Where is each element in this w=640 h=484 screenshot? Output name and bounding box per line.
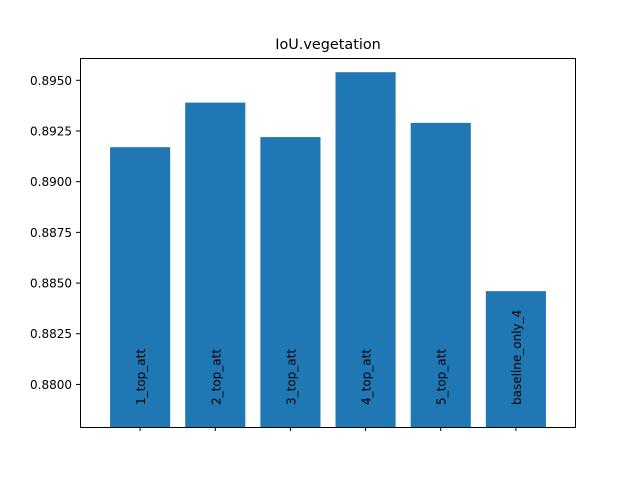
plot-frame [80, 58, 576, 428]
chart-title: IoU.vegetation [275, 37, 381, 53]
y-axis: 0.8800 0.8825 0.8850 0.8875 0.8900 0.8925 0.89… [30, 74, 80, 392]
y-tick-label-0.8900: 0.8900 [30, 175, 72, 189]
bars-layer [110, 72, 546, 428]
bar-4_top_att [335, 72, 396, 427]
category-label-baseline_only_4: baseline_only_4 [510, 310, 524, 405]
bar-5_top_att [410, 122, 471, 427]
category-label-2_top_att: 2_top_att [209, 349, 223, 405]
category-label-1_top_att: 1_top_att [134, 349, 148, 405]
y-tick-label-0.8950: 0.8950 [30, 74, 72, 88]
category-label-3_top_att: 3_top_att [284, 349, 298, 405]
y-tick-label-0.8800: 0.8800 [30, 378, 72, 392]
y-tick-label-0.8850: 0.8850 [30, 277, 72, 291]
y-tick-label-0.8925: 0.8925 [30, 124, 72, 138]
y-tick-label-0.8825: 0.8825 [30, 327, 72, 341]
category-labels-layer: 1_top_att 2_top_att 3_top_att 4_top_att 5_to… [134, 310, 524, 405]
bar-baseline_only_4 [485, 291, 546, 427]
category-label-5_top_att: 5_top_att [435, 349, 449, 405]
y-tick-label-0.8875: 0.8875 [30, 226, 72, 240]
bar-2_top_att [185, 102, 246, 427]
bar-3_top_att [260, 137, 321, 428]
bar-1_top_att [110, 147, 171, 427]
category-label-4_top_att: 4_top_att [360, 349, 374, 405]
